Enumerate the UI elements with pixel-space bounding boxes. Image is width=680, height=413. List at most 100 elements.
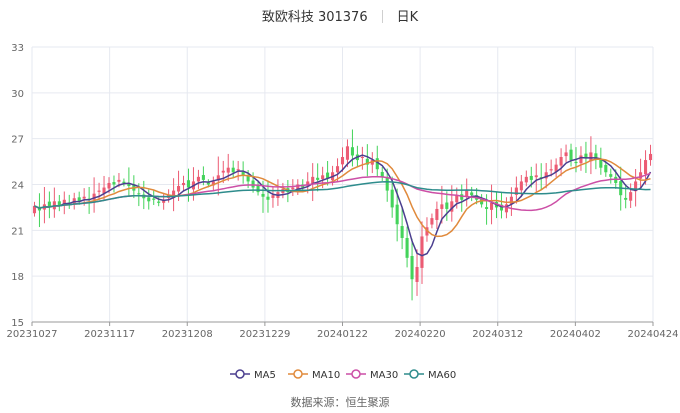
candle-body [306, 181, 310, 186]
candle-body [579, 155, 583, 164]
source-label: 数据来源： [290, 396, 346, 409]
x-axis: 20231027 20231117 20231208 20231229 20240122… [7, 321, 679, 340]
line-ma5 [34, 154, 652, 257]
x-tick-label: 20240122 [317, 329, 368, 340]
candle-body [634, 181, 638, 192]
candle-body [415, 267, 419, 282]
x-tick-label: 20240312 [472, 329, 523, 340]
legend-marker-ma5 [235, 369, 245, 379]
x-tick-label: 20240402 [550, 329, 601, 340]
candle-body [395, 204, 399, 225]
legend-marker-ma30 [351, 369, 361, 379]
candle-body [32, 205, 37, 214]
x-tick-label: 20231208 [162, 329, 213, 340]
candle-body [360, 157, 364, 158]
candle-body [241, 171, 245, 176]
candle-body [519, 181, 523, 191]
legend-label-ma30: MA30 [370, 370, 398, 381]
candle-body [584, 153, 588, 159]
candle-body [122, 181, 126, 183]
candle-body [644, 160, 648, 175]
data-source: 数据来源：恒生聚源 [0, 394, 680, 410]
candle-body [117, 179, 121, 182]
y-tick-label: 24 [11, 181, 24, 192]
candle-body [445, 202, 449, 209]
candle-body [256, 184, 260, 193]
candle-body [460, 194, 464, 200]
candle-body [465, 190, 469, 198]
candle-body [435, 208, 439, 220]
candle-body [157, 201, 161, 203]
candle-body [82, 196, 86, 199]
candle-body [47, 201, 51, 208]
x-tick-label: 20240424 [628, 329, 679, 340]
candle-body [186, 180, 191, 188]
candle-body [152, 198, 156, 200]
candle-body [559, 157, 563, 166]
candle-body [251, 180, 255, 188]
period-label[interactable]: 日K [396, 10, 419, 25]
candle-body [609, 174, 613, 177]
candle-body [321, 175, 325, 179]
candle-body [226, 167, 230, 173]
chart-title: 致欧科技 301376 [261, 10, 368, 25]
candle-body [549, 169, 553, 171]
candle-body [504, 204, 508, 213]
candle-body [380, 171, 384, 177]
candle-body [102, 187, 106, 194]
candle-body [564, 152, 568, 157]
header-separator [381, 10, 383, 23]
chart-header: 致欧科技 301376 日K [0, 6, 680, 25]
candle-body [266, 196, 270, 200]
candle-body [529, 175, 533, 180]
candle-body [639, 172, 643, 179]
candle-body [569, 149, 573, 161]
candle-body [97, 190, 101, 192]
candle-body [177, 186, 181, 192]
grid-lines [31, 46, 654, 323]
y-tick-label: 21 [11, 226, 24, 237]
candle-body [554, 164, 558, 172]
candle-body [350, 147, 354, 156]
source-name: 恒生聚源 [345, 396, 390, 409]
candle-body [216, 175, 220, 181]
candle-body [107, 182, 111, 189]
candle-body [77, 197, 81, 202]
candle-body [400, 226, 404, 238]
candle-body [231, 167, 235, 173]
candle-body [201, 175, 205, 180]
candle-body [127, 182, 131, 187]
candle-body [172, 190, 176, 198]
legend[interactable]: MA5 MA10 MA30 MA60 [230, 369, 456, 381]
y-axis: 15 18 21 24 27 30 33 [11, 43, 24, 329]
x-tick-label: 20231027 [7, 329, 58, 340]
candle-body [147, 197, 151, 202]
x-tick-label: 20231117 [84, 329, 135, 340]
candle-body [514, 187, 518, 195]
candle-body [271, 195, 275, 198]
y-tick-label: 33 [11, 43, 24, 54]
line-ma60 [34, 181, 651, 209]
legend-marker-ma60 [409, 369, 419, 379]
candle-body [624, 197, 628, 200]
candle-body [137, 193, 141, 195]
candle-body [296, 184, 300, 190]
candle-body [291, 187, 295, 190]
y-tick-label: 15 [11, 318, 24, 329]
candle-body [489, 202, 494, 210]
candle-body [206, 182, 210, 185]
candle-body [629, 192, 633, 201]
candle-body [534, 175, 538, 178]
candle-body [604, 164, 608, 173]
candle-body [499, 204, 504, 211]
line-ma10 [34, 158, 651, 238]
candle-body [385, 177, 389, 191]
candle-body [544, 172, 548, 179]
candle-body [524, 176, 528, 183]
x-tick-label: 20240220 [395, 329, 446, 340]
y-tick-label: 27 [11, 135, 24, 146]
candle-body [196, 176, 200, 182]
candle-body [365, 158, 369, 165]
candle-body [450, 201, 454, 212]
